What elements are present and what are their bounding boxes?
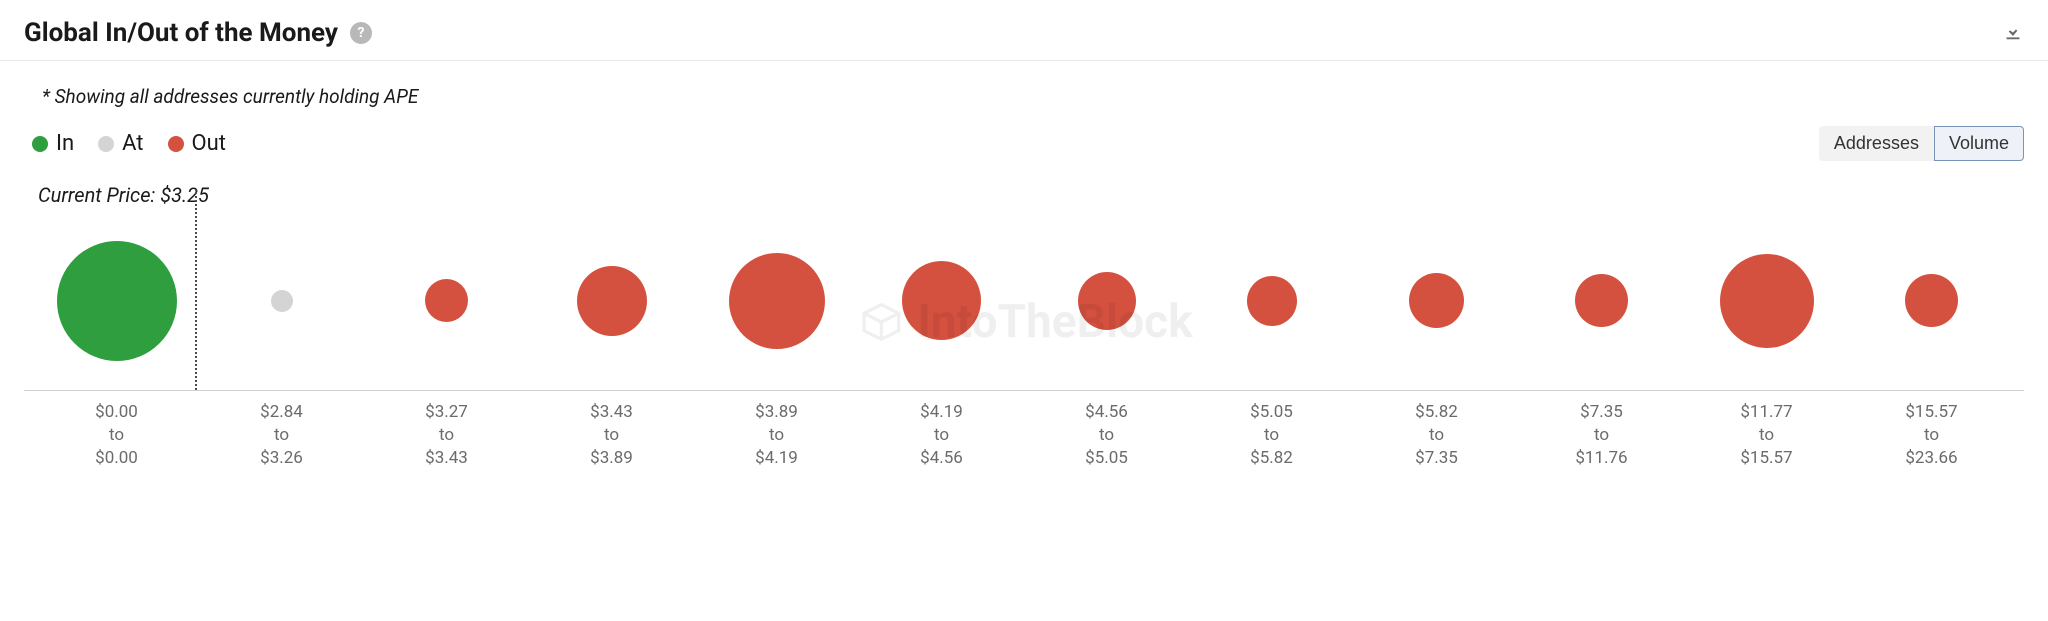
x-tick: $3.43to$3.89 bbox=[529, 401, 694, 470]
x-tick: $7.35to$11.76 bbox=[1519, 401, 1684, 470]
current-price-label: Current Price: $3.25 bbox=[38, 183, 2024, 207]
card-header: Global In/Out of the Money ? bbox=[0, 0, 2048, 61]
bubble-out[interactable] bbox=[1409, 273, 1464, 328]
subtitle: * Showing all addresses currently holdin… bbox=[42, 85, 2024, 108]
download-icon[interactable] bbox=[2002, 20, 2024, 46]
bubble-cell bbox=[859, 211, 1024, 390]
help-icon[interactable]: ? bbox=[350, 22, 372, 44]
bubble-cell bbox=[1024, 211, 1189, 390]
bubble-cell bbox=[1189, 211, 1354, 390]
x-tick: $4.56to$5.05 bbox=[1024, 401, 1189, 470]
bubble-out[interactable] bbox=[1575, 274, 1628, 327]
x-tick: $0.00to$0.00 bbox=[34, 401, 199, 470]
bubble-out[interactable] bbox=[1247, 276, 1297, 326]
price-divider bbox=[195, 189, 197, 390]
x-tick: $15.57to$23.66 bbox=[1849, 401, 2014, 470]
bubble-out[interactable] bbox=[425, 279, 468, 322]
bubble-out[interactable] bbox=[1078, 272, 1136, 330]
bubble-at[interactable] bbox=[271, 290, 293, 312]
bubble-cell bbox=[34, 211, 199, 390]
x-tick: $4.19to$4.56 bbox=[859, 401, 1024, 470]
x-tick: $11.77to$15.57 bbox=[1684, 401, 1849, 470]
toggle-volume[interactable]: Volume bbox=[1934, 126, 2024, 161]
bubble-out[interactable] bbox=[1905, 274, 1958, 327]
bubble-cell bbox=[1519, 211, 1684, 390]
bubble-in[interactable] bbox=[57, 241, 177, 361]
legend-label-in: In bbox=[56, 131, 74, 156]
bubble-out[interactable] bbox=[1720, 254, 1814, 348]
chart-area: IntoTheBlock bbox=[24, 211, 2024, 391]
bubble-cell bbox=[1354, 211, 1519, 390]
bubble-cell bbox=[1684, 211, 1849, 390]
toggle-addresses[interactable]: Addresses bbox=[1819, 126, 1934, 161]
bubble-cell bbox=[364, 211, 529, 390]
legend-item-at[interactable]: At bbox=[98, 131, 143, 156]
legend-dot-at bbox=[98, 136, 114, 152]
legend-item-in[interactable]: In bbox=[32, 131, 74, 156]
bubble-cell bbox=[694, 211, 859, 390]
chart-card: Global In/Out of the Money ? * Showing a… bbox=[0, 0, 2048, 478]
bubble-out[interactable] bbox=[902, 261, 981, 340]
legend: In At Out bbox=[32, 131, 226, 156]
x-axis: $0.00to$0.00$2.84to$3.26$3.27to$3.43$3.4… bbox=[24, 391, 2024, 470]
bubble-cell bbox=[199, 211, 364, 390]
metric-toggle: Addresses Volume bbox=[1819, 126, 2024, 161]
legend-dot-in bbox=[32, 136, 48, 152]
legend-item-out[interactable]: Out bbox=[168, 131, 226, 156]
legend-dot-out bbox=[168, 136, 184, 152]
legend-label-out: Out bbox=[192, 131, 226, 156]
bubble-cell bbox=[1849, 211, 2014, 390]
x-tick: $3.27to$3.43 bbox=[364, 401, 529, 470]
bubble-out[interactable] bbox=[577, 266, 647, 336]
bubble-out[interactable] bbox=[729, 253, 825, 349]
chart: Current Price: $3.25 IntoTheBlock $0.00t… bbox=[24, 183, 2024, 470]
x-tick: $2.84to$3.26 bbox=[199, 401, 364, 470]
x-tick: $5.82to$7.35 bbox=[1354, 401, 1519, 470]
bubble-cell bbox=[529, 211, 694, 390]
legend-label-at: At bbox=[122, 131, 143, 156]
x-tick: $3.89to$4.19 bbox=[694, 401, 859, 470]
x-tick: $5.05to$5.82 bbox=[1189, 401, 1354, 470]
card-title: Global In/Out of the Money bbox=[24, 18, 338, 48]
